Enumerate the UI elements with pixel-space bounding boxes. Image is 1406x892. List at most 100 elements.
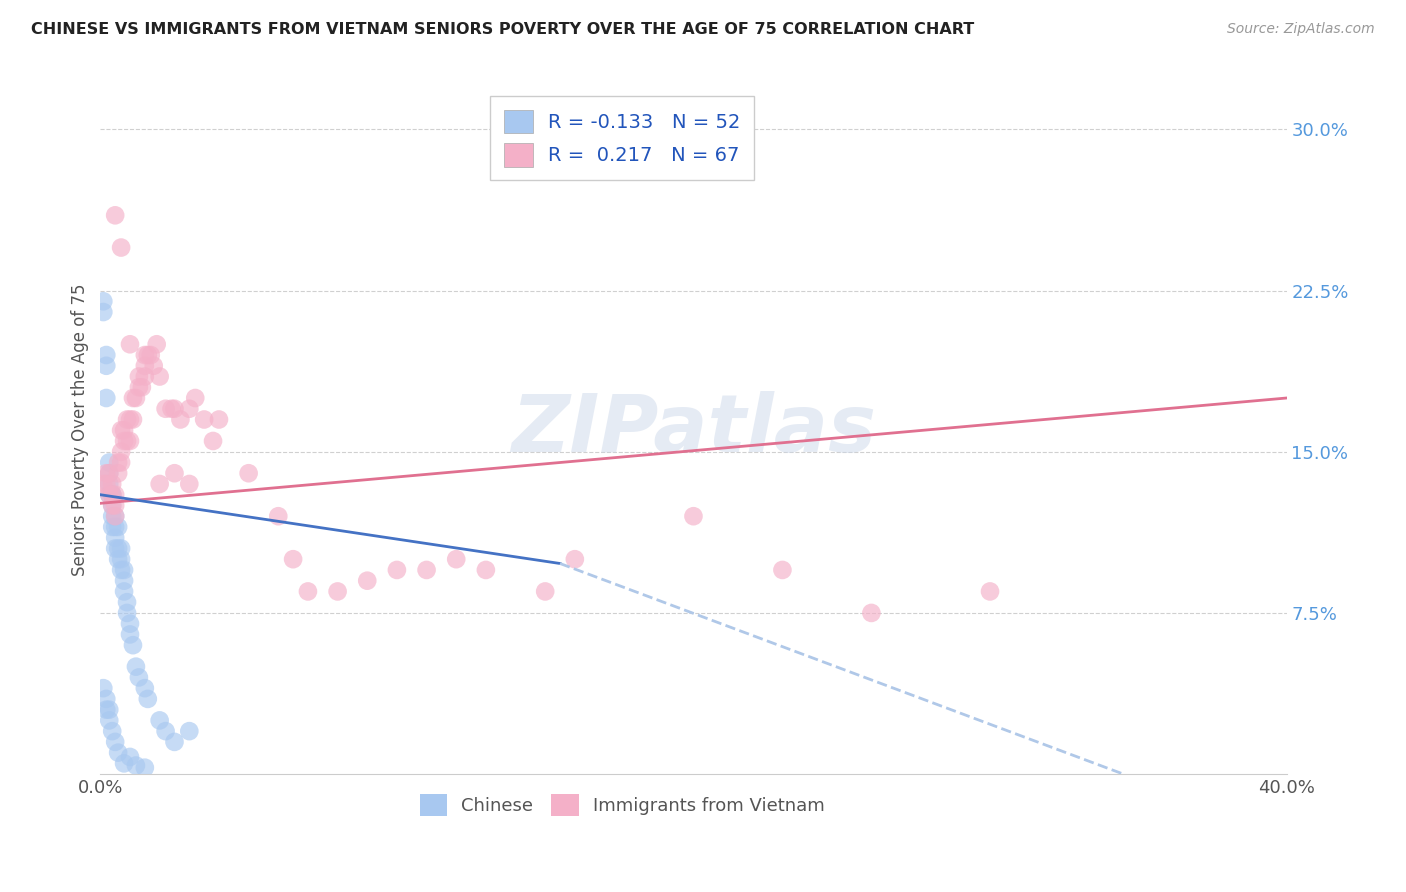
- Point: [149, 714, 172, 728]
- Point: [98, 703, 121, 717]
- Point: [238, 467, 260, 481]
- Point: [104, 520, 127, 534]
- Point: [193, 412, 215, 426]
- Point: [104, 735, 127, 749]
- Point: [107, 455, 129, 469]
- Point: [163, 467, 186, 481]
- Legend: Chinese, Immigrants from Vietnam: Chinese, Immigrants from Vietnam: [412, 787, 832, 823]
- Point: [385, 563, 408, 577]
- Point: [122, 638, 145, 652]
- Point: [564, 552, 586, 566]
- Point: [96, 467, 118, 481]
- Point: [202, 434, 225, 448]
- Point: [104, 499, 127, 513]
- Point: [134, 761, 156, 775]
- Point: [979, 584, 1001, 599]
- Point: [98, 477, 121, 491]
- Point: [134, 681, 156, 695]
- Point: [101, 488, 124, 502]
- Point: [98, 467, 121, 481]
- Point: [101, 488, 124, 502]
- Point: [104, 541, 127, 556]
- Point: [98, 488, 121, 502]
- Point: [110, 541, 132, 556]
- Point: [118, 750, 141, 764]
- Point: [267, 509, 290, 524]
- Point: [110, 241, 132, 255]
- Point: [96, 348, 118, 362]
- Point: [110, 423, 132, 437]
- Point: [118, 627, 141, 641]
- Point: [122, 412, 145, 426]
- Point: [115, 412, 138, 426]
- Point: [281, 552, 304, 566]
- Point: [101, 477, 124, 491]
- Point: [98, 467, 121, 481]
- Point: [179, 724, 201, 739]
- Point: [110, 563, 132, 577]
- Point: [104, 488, 127, 502]
- Point: [415, 563, 437, 577]
- Point: [112, 584, 135, 599]
- Point: [96, 703, 118, 717]
- Point: [139, 348, 162, 362]
- Point: [122, 391, 145, 405]
- Point: [96, 477, 118, 491]
- Point: [534, 584, 557, 599]
- Point: [91, 681, 114, 695]
- Point: [101, 509, 124, 524]
- Point: [101, 488, 124, 502]
- Point: [118, 616, 141, 631]
- Point: [125, 391, 148, 405]
- Point: [104, 531, 127, 545]
- Point: [163, 735, 186, 749]
- Point: [134, 369, 156, 384]
- Point: [118, 412, 141, 426]
- Point: [101, 499, 124, 513]
- Point: [98, 488, 121, 502]
- Point: [96, 692, 118, 706]
- Point: [128, 670, 150, 684]
- Point: [107, 552, 129, 566]
- Point: [128, 380, 150, 394]
- Point: [134, 348, 156, 362]
- Point: [860, 606, 883, 620]
- Point: [112, 574, 135, 588]
- Point: [98, 455, 121, 469]
- Point: [356, 574, 378, 588]
- Point: [91, 477, 114, 491]
- Point: [98, 714, 121, 728]
- Point: [155, 724, 177, 739]
- Point: [104, 509, 127, 524]
- Point: [131, 380, 153, 394]
- Point: [112, 756, 135, 771]
- Point: [184, 391, 207, 405]
- Point: [125, 659, 148, 673]
- Text: CHINESE VS IMMIGRANTS FROM VIETNAM SENIORS POVERTY OVER THE AGE OF 75 CORRELATIO: CHINESE VS IMMIGRANTS FROM VIETNAM SENIO…: [31, 22, 974, 37]
- Point: [110, 455, 132, 469]
- Y-axis label: Seniors Poverty Over the Age of 75: Seniors Poverty Over the Age of 75: [72, 284, 89, 576]
- Point: [142, 359, 165, 373]
- Point: [91, 305, 114, 319]
- Point: [96, 391, 118, 405]
- Point: [128, 369, 150, 384]
- Point: [112, 563, 135, 577]
- Point: [208, 412, 231, 426]
- Point: [110, 444, 132, 458]
- Point: [112, 434, 135, 448]
- Point: [136, 348, 159, 362]
- Point: [96, 359, 118, 373]
- Point: [115, 595, 138, 609]
- Point: [169, 412, 191, 426]
- Point: [115, 606, 138, 620]
- Point: [155, 401, 177, 416]
- Point: [179, 401, 201, 416]
- Point: [136, 692, 159, 706]
- Point: [475, 563, 498, 577]
- Point: [163, 401, 186, 416]
- Point: [112, 423, 135, 437]
- Point: [104, 509, 127, 524]
- Point: [107, 541, 129, 556]
- Point: [110, 552, 132, 566]
- Point: [444, 552, 467, 566]
